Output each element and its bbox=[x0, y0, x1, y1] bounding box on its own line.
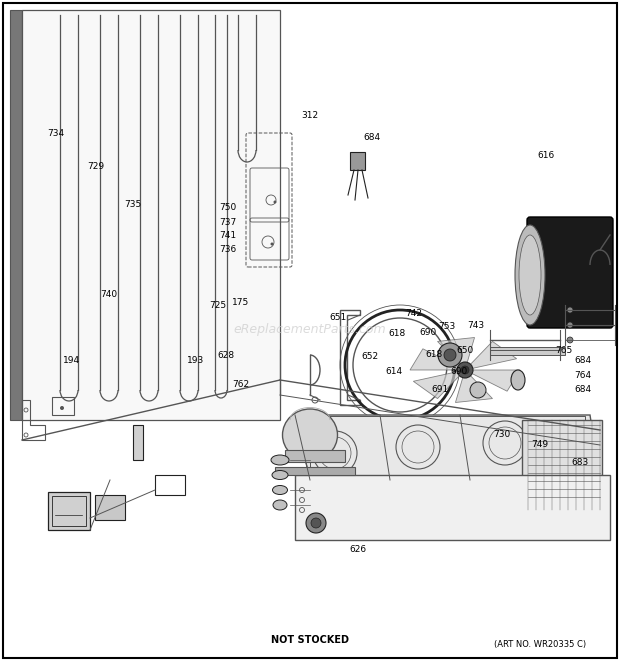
Polygon shape bbox=[456, 370, 492, 403]
Text: 725: 725 bbox=[210, 301, 227, 310]
Circle shape bbox=[60, 406, 64, 410]
Bar bbox=[295, 475, 610, 540]
Bar bbox=[133, 425, 143, 460]
Bar bbox=[48, 492, 90, 530]
FancyBboxPatch shape bbox=[527, 217, 613, 328]
Text: 690: 690 bbox=[419, 328, 436, 337]
Circle shape bbox=[567, 337, 573, 343]
Text: 684: 684 bbox=[363, 133, 381, 142]
Text: 735: 735 bbox=[124, 200, 141, 210]
Text: 690: 690 bbox=[450, 367, 467, 376]
Text: 730: 730 bbox=[494, 430, 511, 439]
Text: 764: 764 bbox=[574, 371, 591, 380]
Text: 753: 753 bbox=[438, 322, 455, 331]
Bar bbox=[522, 420, 602, 510]
Circle shape bbox=[444, 349, 456, 361]
Text: 691: 691 bbox=[432, 385, 449, 395]
Circle shape bbox=[270, 243, 273, 245]
Polygon shape bbox=[465, 342, 516, 370]
Text: 684: 684 bbox=[574, 385, 591, 395]
Text: 650: 650 bbox=[456, 346, 474, 355]
Circle shape bbox=[273, 200, 277, 204]
Text: 741: 741 bbox=[219, 231, 237, 241]
Text: 742: 742 bbox=[405, 309, 423, 318]
Circle shape bbox=[438, 343, 462, 367]
Circle shape bbox=[470, 382, 486, 398]
Text: 743: 743 bbox=[467, 321, 485, 330]
Circle shape bbox=[306, 513, 326, 533]
Text: 628: 628 bbox=[218, 351, 235, 360]
Bar bbox=[22, 10, 280, 420]
Ellipse shape bbox=[271, 455, 289, 465]
Text: 729: 729 bbox=[87, 162, 105, 171]
Text: 618: 618 bbox=[425, 350, 443, 359]
Polygon shape bbox=[410, 349, 465, 370]
Text: (ART NO. WR20335 C): (ART NO. WR20335 C) bbox=[494, 641, 586, 650]
Text: 740: 740 bbox=[100, 290, 117, 299]
Text: 652: 652 bbox=[361, 352, 379, 362]
Text: 193: 193 bbox=[187, 356, 204, 365]
Text: 194: 194 bbox=[63, 356, 81, 365]
Circle shape bbox=[461, 366, 469, 374]
Polygon shape bbox=[465, 370, 520, 391]
Bar bbox=[350, 152, 365, 170]
Bar bbox=[275, 467, 355, 475]
Polygon shape bbox=[295, 415, 600, 480]
Polygon shape bbox=[414, 370, 465, 399]
Text: 651: 651 bbox=[329, 313, 347, 322]
Bar bbox=[52, 496, 86, 526]
Text: 618: 618 bbox=[388, 329, 405, 338]
Bar bbox=[155, 475, 185, 495]
Bar bbox=[10, 10, 22, 420]
Bar bbox=[95, 495, 125, 520]
Text: 684: 684 bbox=[574, 356, 591, 366]
Circle shape bbox=[457, 362, 473, 378]
Bar bbox=[285, 450, 345, 462]
Text: 175: 175 bbox=[232, 298, 249, 307]
Text: 749: 749 bbox=[531, 440, 548, 449]
Text: 312: 312 bbox=[301, 111, 319, 120]
Text: 736: 736 bbox=[219, 245, 237, 254]
Text: eReplacementParts.com: eReplacementParts.com bbox=[234, 323, 386, 336]
Text: 762: 762 bbox=[232, 380, 249, 389]
Ellipse shape bbox=[272, 471, 288, 479]
Text: 765: 765 bbox=[556, 346, 573, 355]
Ellipse shape bbox=[283, 409, 337, 461]
Circle shape bbox=[567, 322, 573, 328]
Ellipse shape bbox=[273, 485, 288, 494]
Text: 614: 614 bbox=[385, 367, 402, 376]
Bar bbox=[52, 397, 74, 415]
Text: NOT STOCKED: NOT STOCKED bbox=[271, 635, 349, 645]
Circle shape bbox=[311, 518, 321, 528]
Polygon shape bbox=[438, 338, 474, 370]
Ellipse shape bbox=[511, 370, 525, 390]
Text: 626: 626 bbox=[350, 545, 367, 555]
Text: 616: 616 bbox=[537, 151, 554, 160]
Ellipse shape bbox=[273, 500, 287, 510]
Circle shape bbox=[567, 307, 573, 313]
Ellipse shape bbox=[519, 235, 541, 315]
Bar bbox=[310, 416, 585, 476]
Bar bbox=[490, 347, 565, 355]
Text: 750: 750 bbox=[219, 203, 237, 212]
Text: 683: 683 bbox=[571, 458, 588, 467]
Text: 737: 737 bbox=[219, 217, 237, 227]
Ellipse shape bbox=[515, 225, 545, 325]
Text: 734: 734 bbox=[47, 129, 64, 138]
